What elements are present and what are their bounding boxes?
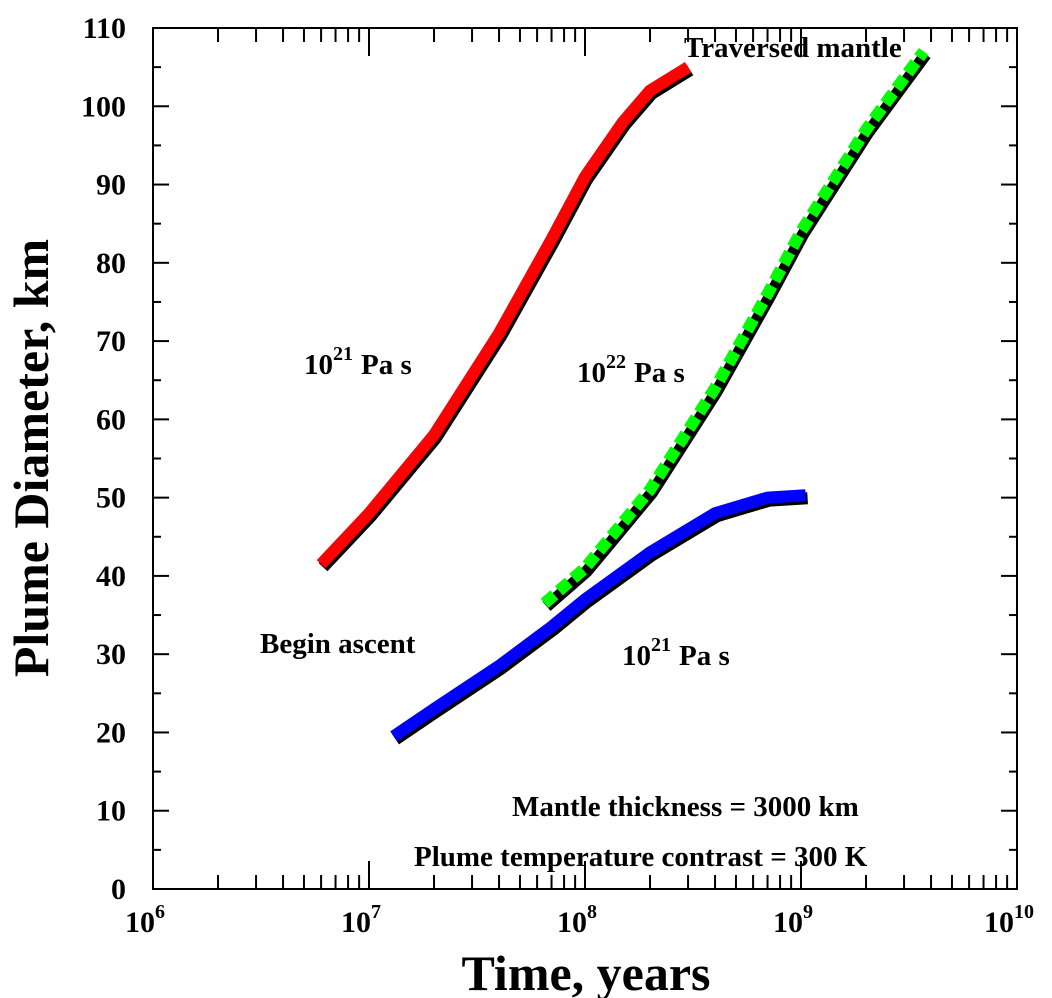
series-1-line [540,47,929,608]
begin-ascent-label: Begin ascent [260,628,416,660]
y-tick-label: 90 [96,169,126,202]
y-tick-label: 70 [96,325,126,358]
traversed-mantle-label: Traversed mantle [684,32,902,64]
tick-labels: 0 10 20 30 40 50 60 70 80 90 100 110 106 107 108 109 101… [81,12,1034,939]
y-tick-label: 20 [96,716,126,749]
y-tick-label: 50 [96,482,126,515]
y-tick-label: 30 [96,638,126,671]
y-tick-label: 40 [96,560,126,593]
x-tick-label: 108 [557,901,597,939]
red-viscosity-label: 1021 Pa s [304,343,412,381]
y-axis-title: Plume Diameter, km [3,239,59,677]
x-tick-label: 109 [773,901,813,939]
x-tick-label: 1010 [984,901,1034,939]
y-tick-label: 80 [96,247,126,280]
green-viscosity-label: 1022 Pa s [577,351,685,389]
y-tick-label: 110 [83,12,126,45]
y-tick-label: 100 [81,90,126,123]
series-0-line [316,61,692,569]
mantle-thickness-label: Mantle thickness = 3000 km [512,791,859,823]
y-tick-label: 0 [111,873,126,906]
blue-viscosity-label: 1021 Pa s [622,634,730,672]
series-2-line [390,489,806,742]
axis-ticks [152,27,1018,890]
data-series [316,47,931,745]
y-tick-label: 60 [96,403,126,436]
x-tick-label: 106 [125,901,165,939]
y-tick-label: 10 [96,795,126,828]
temperature-contrast-label: Plume temperature contrast = 300 K [414,841,868,873]
x-axis-title: Time, years [461,945,710,998]
x-tick-label: 107 [341,901,381,939]
